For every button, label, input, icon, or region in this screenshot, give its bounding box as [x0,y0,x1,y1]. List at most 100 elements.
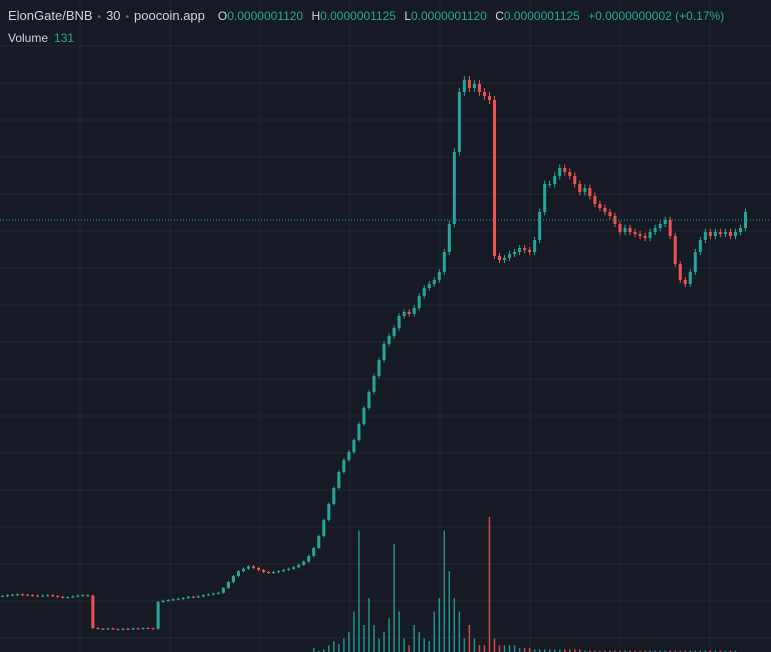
candle [246,565,250,570]
candle [442,248,446,275]
candle [342,458,346,474]
candle [292,566,296,570]
candle [407,309,411,317]
candle [357,421,361,442]
candle-body [252,566,256,568]
candle-body [442,252,446,272]
candle [508,250,512,262]
candle-body [392,328,396,336]
candle-body [337,472,341,488]
candle [297,563,301,569]
volume-bar [689,650,692,652]
candle-body [297,564,301,568]
candle [723,228,727,238]
candle-body [482,92,486,96]
volume-bar [443,530,446,652]
candle [156,601,160,630]
candle [101,627,105,631]
volume-bar [378,638,380,652]
candle [492,96,496,260]
candle-body [708,232,712,236]
volume-bar [398,611,400,652]
volume-bar [373,625,375,652]
candle-body [653,228,657,232]
volume-bar [513,645,516,652]
candle-body [422,288,426,296]
candle-body [216,592,220,594]
candle-body [347,452,351,460]
volume-bar [624,650,626,652]
volume-bar [589,650,591,652]
candle-body [673,236,677,264]
candle-body [292,567,296,569]
candle [236,570,240,578]
candle-body [427,284,431,288]
candle [482,87,486,101]
candle [66,596,70,599]
candle [257,566,261,572]
volume-bar [523,647,526,652]
candle [693,248,697,275]
candle-body [387,336,391,344]
candle-body [76,595,80,597]
candle [216,591,220,595]
candle [668,216,672,240]
volume-bar [408,645,410,652]
candle [518,244,522,256]
volume-bar [418,631,420,652]
candle-body [317,536,321,548]
candle [432,277,436,287]
candle-body [236,571,240,576]
candle-body [61,596,65,598]
volume-bar [388,618,390,652]
candle [382,341,386,363]
candle-body [312,548,316,556]
candle [503,254,507,264]
candle-body [106,628,110,630]
volume-bar [338,643,340,652]
candle-body [603,208,607,212]
candle-body [241,568,245,572]
candle-body [623,228,627,232]
candle-body [382,344,386,360]
candle [618,220,622,236]
candle [387,333,391,347]
candle-body [498,256,502,260]
candle [558,164,562,180]
candle [673,232,677,268]
candle [598,200,602,212]
candle [417,293,421,311]
volume-bar [403,638,405,652]
candle-body [573,176,577,184]
symbol-name[interactable]: ElonGate/BNB [8,8,93,23]
candle-body [272,572,276,573]
high-value: 0.0000001125 [320,9,396,23]
volume-bar [604,650,606,652]
interval[interactable]: 30 [106,8,121,23]
candle-body [277,571,281,573]
candle-body [211,593,215,595]
candle [171,598,175,601]
candle [457,87,461,156]
volume-bar [674,650,676,652]
candle-body [407,312,411,314]
candle-body [267,572,271,573]
candle [36,594,40,598]
candle [6,594,10,598]
candle-body [126,628,130,630]
volume-bar [428,641,430,652]
candle [568,168,572,180]
candle-body [31,595,35,597]
candle [307,554,311,563]
open-label: O [217,9,228,23]
candle-body [91,595,95,628]
candle [447,220,451,256]
volume-bar [734,650,737,652]
candle [638,230,642,240]
candle-body [523,248,527,250]
candle-body [437,272,441,280]
candle [322,518,326,538]
candle [267,570,271,574]
